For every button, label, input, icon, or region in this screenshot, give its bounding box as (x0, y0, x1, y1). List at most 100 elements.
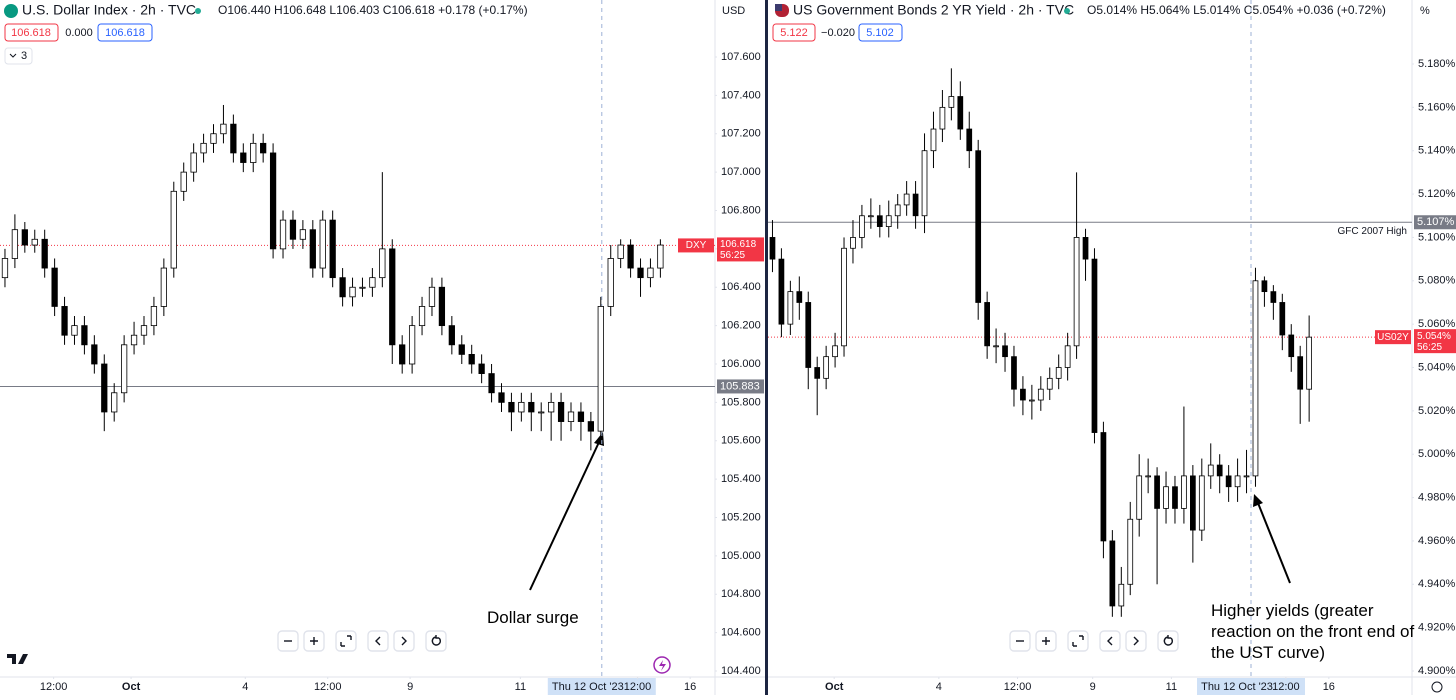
status-dot (195, 8, 201, 14)
price-label-box (717, 379, 764, 394)
candle-body (966, 128, 973, 152)
last-price-label: 106.618 (720, 239, 757, 250)
x-tick-label: Oct (825, 681, 844, 693)
candle-body (359, 286, 366, 289)
candle-body (21, 229, 28, 246)
icon (401, 636, 407, 646)
reset[interactable] (425, 630, 447, 652)
icon (431, 635, 442, 646)
candle-body (309, 229, 316, 269)
x-tick-label: 11 (1166, 681, 1177, 693)
candle-body (299, 229, 307, 240)
candle-body (289, 219, 297, 240)
candle-body (1082, 237, 1089, 260)
reset[interactable] (1157, 630, 1179, 652)
y-tick-label: 5.120% (1418, 188, 1456, 200)
candle-body (984, 302, 990, 347)
candle-body (488, 373, 495, 394)
sell-price: 5.122 (780, 27, 808, 39)
sell-price: 106.618 (11, 27, 51, 39)
candle-body (160, 267, 167, 307)
candle-body (1109, 540, 1116, 607)
x-tick-label: 9 (407, 681, 413, 693)
y-tick-label: 106.400 (721, 281, 761, 293)
candle-body (814, 367, 821, 379)
buy-box[interactable] (97, 23, 153, 42)
candle-body (1127, 518, 1134, 585)
candle-body (868, 215, 874, 218)
fit[interactable] (1067, 630, 1089, 652)
candle-body (438, 286, 446, 327)
candle-body (859, 215, 865, 238)
sell-box[interactable] (772, 23, 816, 42)
crosshair-label: Thu 12 Oct '23 (552, 681, 624, 693)
candle-body (1163, 486, 1169, 509)
fit[interactable] (335, 630, 357, 652)
candle-body (1216, 464, 1223, 477)
candle-body (250, 142, 257, 163)
candle-body (528, 401, 535, 413)
scroll-left[interactable] (1099, 630, 1121, 652)
candle-body (1288, 334, 1295, 358)
candle-body (993, 345, 999, 348)
annotation-arrow (1257, 502, 1291, 584)
spread: 0.000 (65, 27, 93, 39)
icon (1107, 636, 1113, 646)
y-tick-label: 5.040% (1418, 361, 1456, 373)
y-tick-label: 105.000 (721, 550, 761, 562)
crosshair-label-box (1197, 678, 1305, 695)
candle-body (399, 344, 406, 365)
symbol-icon (4, 4, 18, 18)
candle-body (1297, 356, 1304, 390)
candle-body (850, 237, 856, 249)
sell-box[interactable] (4, 23, 59, 42)
candle-body (31, 238, 38, 246)
candle-body (478, 363, 485, 374)
candle-body (1234, 475, 1241, 488)
y-tick-label: 5.140% (1418, 145, 1456, 157)
x-tick-label: 11 (515, 681, 526, 693)
scroll-right[interactable] (393, 630, 415, 652)
y-tick-label: 104.400 (721, 665, 761, 677)
candle-body (1145, 475, 1151, 478)
y-tick-label: 5.020% (1418, 405, 1456, 417)
price-label-box (1414, 215, 1456, 230)
scroll-right[interactable] (1125, 630, 1147, 652)
candle-body (1190, 475, 1196, 531)
candle-body (130, 334, 138, 346)
alert-icon[interactable] (653, 656, 671, 674)
chevron (9, 53, 17, 58)
y-tick-label: 5.060% (1418, 318, 1456, 330)
x-tick-label: 4 (242, 681, 248, 693)
candle-body (1046, 377, 1053, 390)
x-tick-label: 9 (1090, 681, 1096, 693)
candle-body (1064, 345, 1071, 368)
y-tick-label: 106.800 (721, 204, 761, 216)
candle-body (1037, 388, 1044, 401)
candle-body (200, 142, 207, 154)
scroll-left[interactable] (367, 630, 389, 652)
candle-body (121, 344, 128, 394)
spread: −0.020 (821, 27, 855, 39)
candle-body (349, 286, 356, 298)
buy-price: 5.102 (866, 27, 894, 39)
symbol-box (1375, 330, 1411, 345)
candle-body (1, 258, 9, 279)
candle-body (170, 190, 177, 269)
candle-body (140, 325, 148, 336)
y-tick-label: 106.000 (721, 358, 761, 370)
buy-box[interactable] (858, 23, 903, 42)
x-tick-label: 12:00 (1004, 681, 1032, 693)
y-tick-label: 105.400 (721, 473, 761, 485)
indicator-toggle[interactable] (4, 47, 33, 65)
buy-price: 106.618 (105, 27, 145, 39)
candle-body (894, 204, 901, 217)
candle-body (1181, 475, 1187, 509)
arrow-head (594, 432, 604, 446)
candle-body (389, 248, 396, 346)
settings-icon[interactable] (1431, 681, 1443, 693)
candle-body (823, 356, 829, 379)
divider (765, 0, 768, 695)
crosshair-label-box (547, 678, 656, 695)
